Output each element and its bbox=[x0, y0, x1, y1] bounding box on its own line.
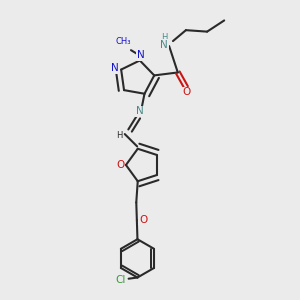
Text: H: H bbox=[161, 33, 167, 42]
Text: N: N bbox=[136, 106, 144, 116]
Text: N: N bbox=[137, 50, 145, 60]
Text: O: O bbox=[116, 160, 124, 170]
Text: O: O bbox=[182, 88, 191, 98]
Text: CH₃: CH₃ bbox=[116, 38, 131, 46]
Text: O: O bbox=[139, 214, 148, 224]
Text: N: N bbox=[111, 63, 119, 74]
Text: Cl: Cl bbox=[115, 275, 126, 285]
Text: H: H bbox=[116, 131, 123, 140]
Text: N: N bbox=[160, 40, 168, 50]
